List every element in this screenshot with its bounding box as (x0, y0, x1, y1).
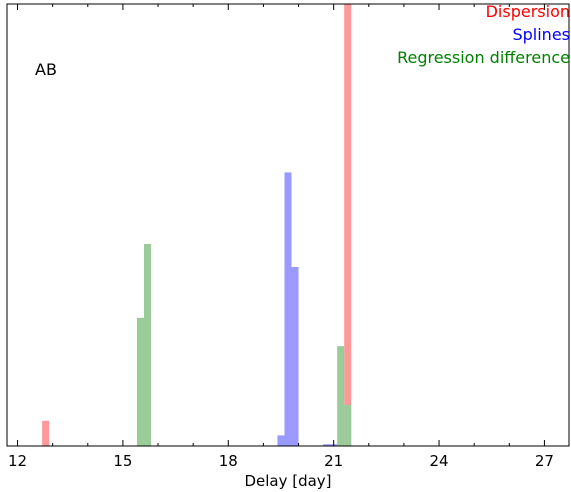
x-tick-label-3: 21 (324, 452, 343, 470)
bars-layer (42, 4, 352, 446)
dispersion-bar-1 (344, 4, 352, 446)
legend-entry-splines: Splines (512, 25, 570, 44)
x-tick-label-2: 18 (219, 452, 238, 470)
plot-frame (6, 3, 570, 447)
ticks-layer: 12 15 18 21 24 27 (8, 4, 554, 470)
x-tick-label-5: 27 (535, 452, 554, 470)
splines-bar-3 (323, 444, 331, 446)
splines-bar-1 (284, 172, 292, 446)
regression-difference-bar-0 (136, 317, 144, 446)
x-tick-label-4: 24 (429, 452, 448, 470)
x-axis-label: Delay [day] (244, 472, 331, 490)
splines-bar-2 (291, 266, 299, 446)
splines-bar-0 (277, 435, 285, 446)
dispersion-bar-0 (42, 420, 50, 446)
x-tick-label-0: 12 (8, 452, 27, 470)
legend: Dispersion Splines Regression difference (397, 2, 570, 67)
regression-difference-bar-2 (337, 346, 345, 446)
regression-difference-bar-1 (143, 244, 152, 446)
legend-entry-dispersion: Dispersion (486, 2, 570, 21)
regression-difference-bar-3 (344, 404, 352, 446)
legend-entry-regression-difference: Regression difference (397, 48, 570, 67)
panel-label: AB (35, 60, 57, 79)
x-tick-label-1: 15 (113, 452, 132, 470)
